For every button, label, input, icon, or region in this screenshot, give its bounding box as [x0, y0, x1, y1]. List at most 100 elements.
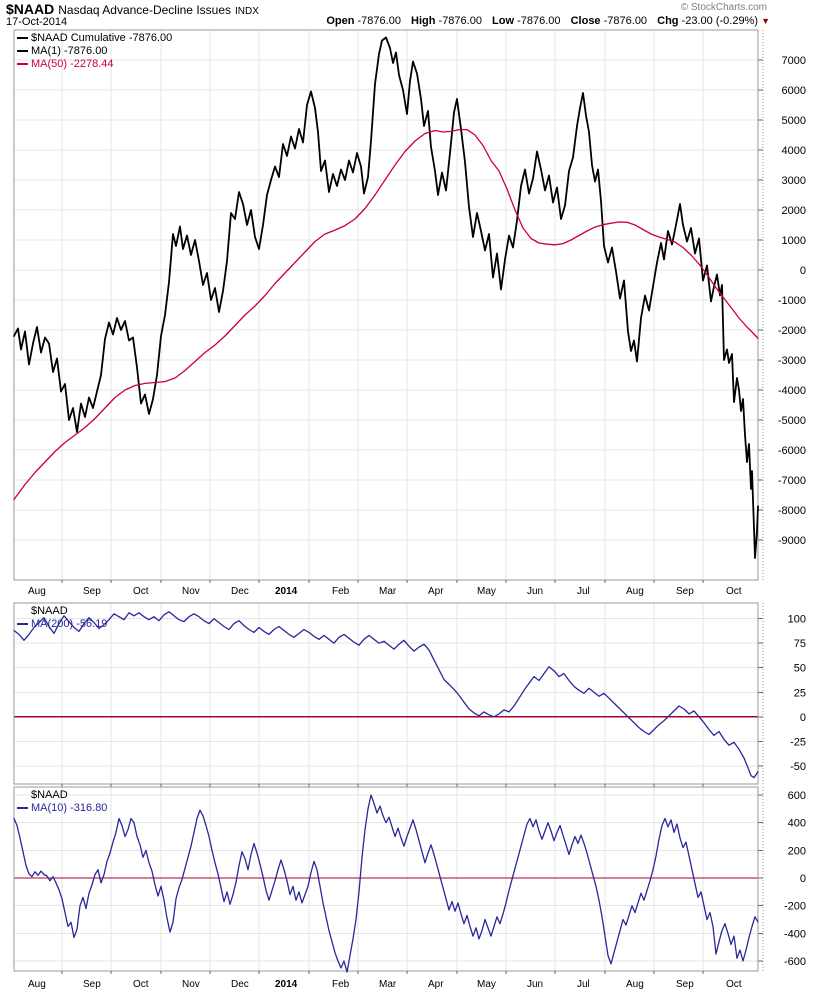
x-axis-label: Sep [676, 586, 694, 597]
series-ma10 [13, 794, 759, 973]
y-axis-label: 4000 [782, 145, 806, 157]
quote-low: Low -7876.00 [492, 15, 561, 27]
legend-label: MA(50) -2278.44 [31, 58, 114, 70]
x-axis-label: Sep [83, 586, 101, 597]
x-axis-label: Oct [133, 586, 149, 597]
y-axis-label: 400 [788, 818, 806, 830]
quote-row: Open -7876.00 High -7876.00 Low -7876.00… [319, 15, 770, 27]
y-axis-label: 200 [788, 845, 806, 857]
y-axis-label: -4000 [778, 385, 806, 397]
quote-close: Close -7876.00 [571, 15, 647, 27]
series-swatch [17, 50, 28, 52]
x-axis-label: Feb [332, 586, 350, 597]
y-axis-label: 25 [794, 687, 806, 699]
quote-open-label: Open [326, 15, 355, 27]
legend-ma200-panel: $NAAD MA(200) -56.19 [17, 605, 107, 631]
x-axis-label: May [477, 979, 496, 990]
x-axis-label: Oct [726, 586, 742, 597]
quote-change-value: -23.00 (-0.29%) [681, 15, 759, 27]
legend-label: MA(1) -7876.00 [31, 45, 108, 57]
y-axis-label: 1000 [782, 235, 806, 247]
x-axis-label: Dec [231, 979, 249, 990]
x-axis-label: Nov [182, 979, 200, 990]
x-axis-label: Apr [428, 586, 444, 597]
quote-close-label: Close [570, 15, 601, 27]
legend-item: MA(1) -7876.00 [17, 45, 172, 58]
change-down-triangle-icon: ▼ [761, 16, 770, 26]
y-axis-label: -8000 [778, 505, 806, 517]
y-axis-label: 100 [788, 614, 806, 626]
x-axis-label: Aug [626, 586, 644, 597]
legend-item: $NAAD Cumulative -7876.00 [17, 32, 172, 45]
chart-date: 17-Oct-2014 [6, 16, 68, 28]
y-axis-label: -7000 [778, 475, 806, 487]
y-axis-label: 7000 [782, 55, 806, 67]
x-axis-label: Aug [28, 979, 46, 990]
quote-change: Chg -23.00 (-0.29%) ▼ [657, 15, 770, 27]
price-plot-area [14, 30, 758, 580]
quote-open-value: -7876.00 [357, 15, 401, 27]
price-border [13, 29, 759, 581]
quote-open: Open -7876.00 [326, 15, 401, 27]
x-axis-label: Mar [379, 586, 397, 597]
y-axis-label: -2000 [778, 325, 806, 337]
y-axis-label: -9000 [778, 535, 806, 547]
legend-label: MA(200) -56.19 [31, 618, 108, 630]
legend-ma10-panel: $NAAD MA(10) -316.80 [17, 789, 107, 815]
x-axis-label: Sep [676, 979, 694, 990]
x-axis-label: Oct [726, 979, 742, 990]
x-axis-label: 2014 [275, 586, 298, 597]
exchange-label: INDX [235, 6, 259, 17]
x-axis-label: Aug [28, 586, 46, 597]
ma200-panel-border [13, 602, 759, 785]
quote-high-value: -7876.00 [438, 15, 482, 27]
legend-item: MA(50) -2278.44 [17, 58, 172, 71]
x-axis-label: May [477, 586, 496, 597]
y-axis-label: 2000 [782, 205, 806, 217]
x-axis-label: Jul [577, 979, 590, 990]
quote-high: High -7876.00 [411, 15, 482, 27]
y-axis-label: 6000 [782, 85, 806, 97]
y-axis-label: -3000 [778, 355, 806, 367]
ma10-panel-plot-area [14, 787, 758, 971]
y-axis-label: -50 [790, 761, 806, 773]
ma10-panel-border [13, 786, 759, 972]
series-ma200 [13, 611, 759, 779]
x-axis-label: Sep [83, 979, 101, 990]
y-axis-label: 0 [800, 873, 806, 885]
series-swatch [17, 63, 28, 65]
chart-title: Nasdaq Advance-Decline Issues [58, 3, 231, 17]
y-axis-label: 75 [794, 638, 806, 650]
chart-header: $NAAD Nasdaq Advance-Decline Issues INDX [6, 1, 259, 19]
y-axis-label: -6000 [778, 445, 806, 457]
series-swatch [17, 37, 28, 39]
y-axis-label: -5000 [778, 415, 806, 427]
y-axis-label: 5000 [782, 115, 806, 127]
x-axis-label: Feb [332, 979, 350, 990]
legend-label: MA(10) -316.80 [31, 802, 108, 814]
x-axis-label: Jun [527, 979, 543, 990]
panel-symbol: $NAAD [31, 789, 68, 801]
y-axis-label: 0 [800, 712, 806, 724]
y-axis-label: -25 [790, 736, 806, 748]
quote-close-value: -7876.00 [603, 15, 648, 27]
symbol: $NAAD [6, 1, 55, 17]
legend-label: $NAAD Cumulative -7876.00 [31, 32, 173, 44]
panel-symbol: $NAAD [31, 605, 68, 617]
y-axis-label: 0 [800, 265, 806, 277]
ma200-panel-plot-area [14, 603, 758, 784]
y-axis-label: 3000 [782, 175, 806, 187]
x-axis-label: Jul [577, 586, 590, 597]
series-swatch [17, 807, 28, 809]
y-axis-label: -600 [784, 956, 806, 968]
x-axis-label: Oct [133, 979, 149, 990]
y-axis-label: -1000 [778, 295, 806, 307]
x-axis-label: Nov [182, 586, 200, 597]
x-axis-label: Apr [428, 979, 444, 990]
series-swatch [17, 623, 28, 625]
quote-high-label: High [411, 15, 436, 27]
quote-low-value: -7876.00 [517, 15, 561, 27]
legend-item: MA(10) -316.80 [17, 802, 107, 815]
